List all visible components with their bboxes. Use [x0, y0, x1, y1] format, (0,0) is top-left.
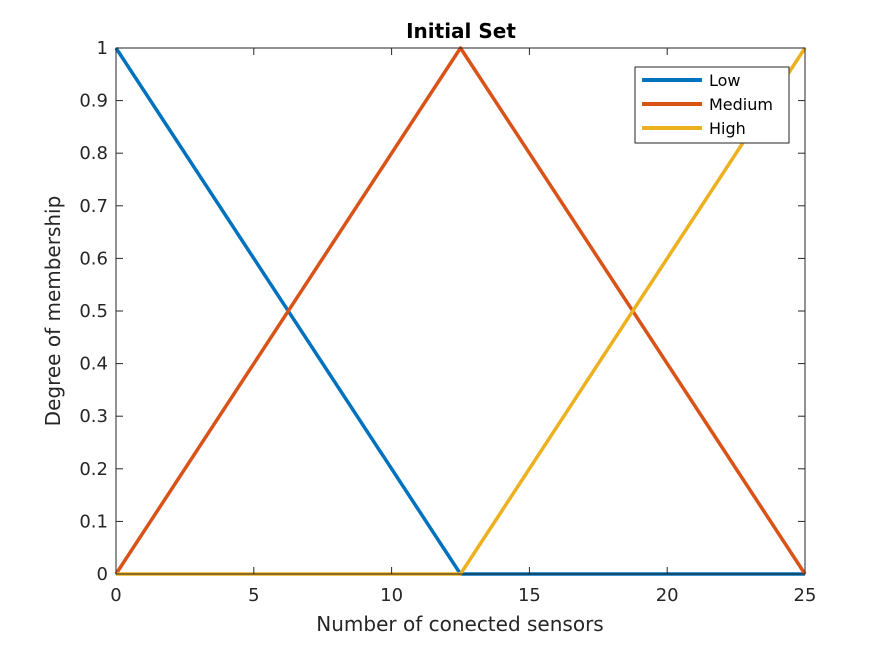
y-tick-label: 0.8: [79, 143, 108, 164]
x-tick-label: 0: [110, 585, 121, 606]
legend-label-high: High: [709, 119, 746, 138]
x-axis-label: Number of conected sensors: [316, 612, 603, 636]
legend-items: Low Medium High: [642, 71, 773, 138]
y-tick-label: 0.9: [79, 91, 108, 112]
x-tick-label: 25: [794, 585, 817, 606]
y-tick-label: 0.3: [79, 406, 108, 427]
legend-label-medium: Medium: [709, 95, 773, 114]
chart-title: Initial Set: [406, 19, 516, 43]
x-tick-label: 5: [248, 585, 259, 606]
y-axis-label: Degree of membership: [41, 196, 65, 427]
y-tick-label: 0.6: [79, 248, 108, 269]
axes-box: [115, 47, 806, 575]
x-tick-label: 10: [380, 585, 403, 606]
x-tick-label: 20: [656, 585, 679, 606]
y-tick-label: 0: [97, 564, 108, 585]
y-tick-label: 0.1: [79, 511, 108, 532]
y-tick-label: 0.4: [79, 354, 108, 375]
y-tick-label: 0.7: [79, 196, 108, 217]
y-tick-label: 0.2: [79, 459, 108, 480]
x-tick-label: 15: [518, 585, 541, 606]
legend: Low Medium High: [634, 66, 790, 144]
y-tick-label: 1: [97, 38, 108, 59]
y-tick-label: 0.5: [79, 301, 108, 322]
tick-layer: 0 5 10 15 20 25 0 0.1 0.2 0.3 0.4 0.5 0.6 0.7 0.8 0.9 1: [79, 38, 816, 606]
legend-label-low: Low: [709, 71, 741, 90]
